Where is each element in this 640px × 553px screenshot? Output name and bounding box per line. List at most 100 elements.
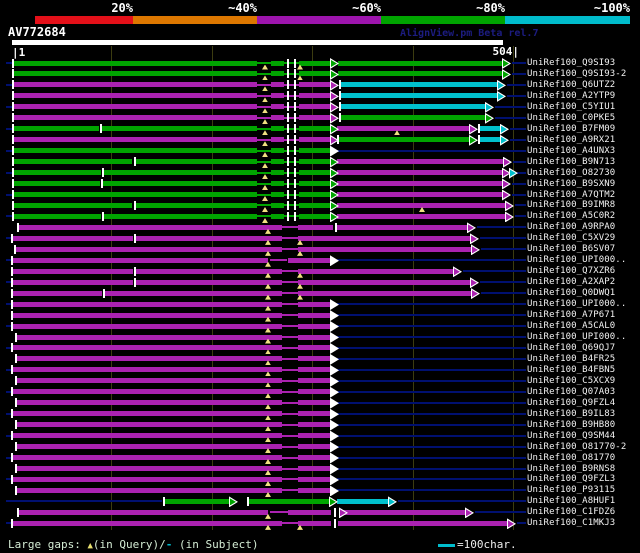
alignment-bar[interactable] <box>298 367 330 373</box>
alignment-bar[interactable] <box>337 498 388 504</box>
alignment-bar[interactable] <box>298 334 330 340</box>
row-label[interactable]: UniRef100_Q9SI93-2 <box>527 68 627 79</box>
alignment-bar[interactable] <box>19 509 268 515</box>
alignment-bar-thin[interactable] <box>282 237 298 240</box>
alignment-bar[interactable] <box>299 93 330 99</box>
alignment-bar[interactable] <box>17 400 282 406</box>
alignment-bar-thin[interactable] <box>282 346 298 349</box>
alignment-bar[interactable] <box>299 126 330 132</box>
alignment-bar[interactable] <box>337 126 469 132</box>
alignment-bar[interactable] <box>337 181 502 187</box>
alignment-bar[interactable] <box>104 290 282 296</box>
alignment-bar-thin[interactable] <box>257 105 271 108</box>
alignment-bar[interactable] <box>271 202 284 208</box>
row-label[interactable]: UniRef100_A5CAL0 <box>527 321 616 332</box>
alignment-bar[interactable] <box>13 301 282 307</box>
alignment-bar[interactable] <box>338 60 502 66</box>
row-label[interactable]: UniRef100_A2YTP9 <box>527 90 616 101</box>
alignment-bar-thin[interactable] <box>284 94 299 97</box>
alignment-bar[interactable] <box>249 498 329 504</box>
row-label[interactable]: UniRef100_A7QTM2 <box>527 189 616 200</box>
row-label[interactable]: UniRef100_B4FBN5 <box>527 364 616 375</box>
alignment-bar-thin[interactable] <box>284 138 299 141</box>
alignment-bar[interactable] <box>341 104 485 110</box>
alignment-bar[interactable] <box>271 170 284 176</box>
row-label[interactable]: UniRef100_Q9FZL4 <box>527 397 616 408</box>
alignment-bar[interactable] <box>13 235 133 241</box>
alignment-bar[interactable] <box>14 159 132 165</box>
alignment-bar[interactable] <box>341 115 485 121</box>
row-label[interactable]: UniRef100_Q69QJ7 <box>527 342 616 353</box>
alignment-bar[interactable] <box>288 257 330 263</box>
alignment-bar-thin[interactable] <box>282 303 298 306</box>
row-label[interactable]: UniRef100_A5C0R2 <box>527 211 616 222</box>
alignment-bar[interactable] <box>298 422 330 428</box>
row-label[interactable]: UniRef100_A4UNX3 <box>527 145 616 156</box>
alignment-bar[interactable] <box>299 60 330 66</box>
alignment-bar[interactable] <box>298 411 330 417</box>
alignment-bar-thin[interactable] <box>284 105 299 108</box>
alignment-bar[interactable] <box>271 60 284 66</box>
alignment-bar[interactable] <box>339 137 469 143</box>
alignment-bar[interactable] <box>165 498 229 504</box>
alignment-bar[interactable] <box>299 82 330 88</box>
alignment-bar[interactable] <box>17 378 282 384</box>
alignment-bar[interactable] <box>271 181 284 187</box>
alignment-bar[interactable] <box>288 509 331 515</box>
alignment-bar-thin[interactable] <box>282 281 298 284</box>
row-label[interactable]: UniRef100_P93115 <box>527 485 616 496</box>
row-label[interactable]: UniRef100_C5XCX9 <box>527 375 616 386</box>
alignment-bar[interactable] <box>299 137 330 143</box>
alignment-bar[interactable] <box>14 82 257 88</box>
alignment-bar[interactable] <box>136 202 257 208</box>
alignment-bar-thin[interactable] <box>284 149 299 152</box>
alignment-bar[interactable] <box>298 290 471 296</box>
alignment-bar-thin[interactable] <box>257 171 271 174</box>
alignment-bar[interactable] <box>338 520 507 526</box>
alignment-bar[interactable] <box>298 268 453 274</box>
alignment-bar[interactable] <box>298 455 330 461</box>
alignment-bar[interactable] <box>341 93 497 99</box>
alignment-bar[interactable] <box>299 159 330 165</box>
row-label[interactable]: UniRef100_C5YIU1 <box>527 101 616 112</box>
alignment-bar[interactable] <box>298 323 330 329</box>
alignment-bar-thin[interactable] <box>282 467 298 470</box>
row-label[interactable]: UniRef100_Q0DWQ1 <box>527 288 616 299</box>
alignment-bar[interactable] <box>135 235 282 241</box>
row-label[interactable]: UniRef100_Q6UTZ2 <box>527 79 616 90</box>
alignment-bar-thin[interactable] <box>284 215 299 218</box>
alignment-bar-thin[interactable] <box>282 434 298 437</box>
row-label[interactable]: UniRef100_O81770 <box>527 452 616 463</box>
alignment-bar[interactable] <box>271 104 284 110</box>
alignment-bar-thin[interactable] <box>282 368 298 371</box>
alignment-bar[interactable] <box>337 170 502 176</box>
alignment-bar-thin[interactable] <box>282 445 298 448</box>
row-label[interactable]: UniRef100_C1FDZ6 <box>527 507 616 518</box>
row-label[interactable]: UniRef100_A9RPA0 <box>527 222 616 233</box>
alignment-bar-thin[interactable] <box>284 83 299 86</box>
alignment-bar[interactable] <box>19 224 282 230</box>
alignment-bar[interactable] <box>341 82 497 88</box>
alignment-bar[interactable] <box>299 202 330 208</box>
alignment-bar[interactable] <box>17 356 282 362</box>
alignment-bar[interactable] <box>299 213 330 219</box>
row-label[interactable]: UniRef100_Q9FZL3 <box>527 474 616 485</box>
alignment-bar[interactable] <box>299 71 330 77</box>
row-label[interactable]: UniRef100_Q9SM44 <box>527 430 616 441</box>
row-label[interactable]: UniRef100_C1MKJ3 <box>527 518 616 529</box>
alignment-bar[interactable] <box>13 455 282 461</box>
alignment-bar[interactable] <box>299 115 330 121</box>
alignment-bar[interactable] <box>13 323 282 329</box>
alignment-bar[interactable] <box>271 213 284 219</box>
row-label[interactable]: UniRef100_B9N713 <box>527 156 616 167</box>
alignment-bar[interactable] <box>14 115 257 121</box>
row-label[interactable]: UniRef100_Q9SI93 <box>527 58 616 68</box>
alignment-bar[interactable] <box>271 115 284 121</box>
alignment-bar-thin[interactable] <box>282 314 298 317</box>
alignment-bar[interactable] <box>271 93 284 99</box>
alignment-bar-thin[interactable] <box>257 83 271 86</box>
alignment-bar[interactable] <box>299 148 330 154</box>
alignment-bar[interactable] <box>299 170 330 176</box>
alignment-bar[interactable] <box>13 476 282 482</box>
row-label[interactable]: UniRef100_A8HUF1 <box>527 496 616 507</box>
